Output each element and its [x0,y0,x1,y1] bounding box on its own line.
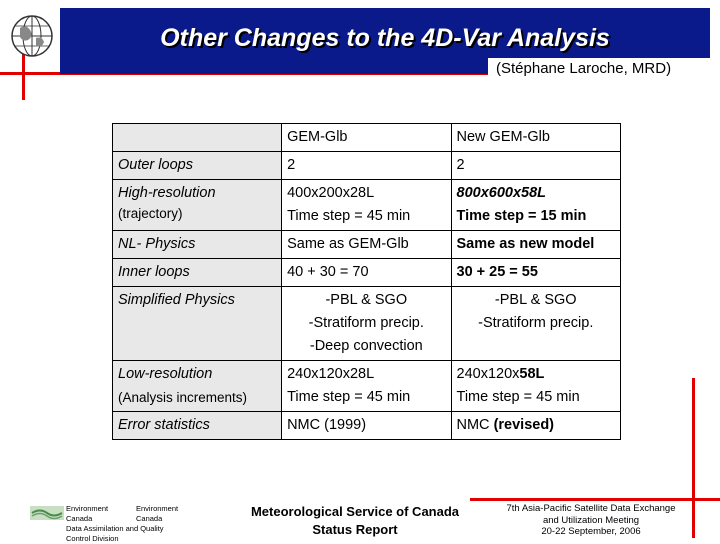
table-row: Error statistics NMC (1999) NMC (revised… [111,411,621,440]
cell-new-nl-physics: Same as new model [450,230,621,259]
table-header-row: GEM-Glb New GEM-Glb [111,123,621,152]
row-label-simplified-physics: Simplified Physics [111,286,283,361]
cell-old-outer-loops: 2 [281,151,452,180]
footer-center: Meteorological Service of Canada Status … [250,504,460,537]
cell-new-error-statistics: NMC (revised) [450,411,621,440]
row-label-inner-loops: Inner loops [111,258,283,287]
table-corner-cell [111,123,283,152]
comparison-table: GEM-Glb New GEM-Glb Outer loops 2 2 High… [111,123,621,440]
table-row: Outer loops 2 2 [111,151,621,180]
row-label-error-statistics: Error statistics [111,411,283,440]
red-horizontal-line-bottom [470,498,720,501]
slide-subtitle: (Stéphane Laroche, MRD) [496,60,672,77]
column-header-new-gem-glb: New GEM-Glb [450,123,621,152]
table-row: NL- Physics Same as GEM-Glb Same as new … [111,230,621,259]
cell-old-error-statistics: NMC (1999) [281,411,452,440]
cell-old-high-resolution: 400x200x28L Time step = 45 min [281,179,452,231]
table-row: Low-resolution (Analysis increments) 240… [111,360,621,412]
slide-title: Other Changes to the 4D-Var Analysis [160,24,610,52]
cell-old-simplified-physics: -PBL & SGO -Stratiform precip. -Deep con… [281,286,452,361]
cell-old-low-resolution: 240x120x28L Time step = 45 min [281,360,452,412]
table-row: Simplified Physics -PBL & SGO -Stratifor… [111,286,621,361]
cell-new-inner-loops: 30 + 25 = 55 [450,258,621,287]
cell-old-nl-physics: Same as GEM-Glb [281,230,452,259]
cell-new-high-resolution: 800x600x58L Time step = 15 min [450,179,621,231]
globe-icon [11,15,53,57]
column-header-gem-glb: GEM-Glb [281,123,452,152]
cell-old-inner-loops: 40 + 30 = 70 [281,258,452,287]
footer-right-meeting: 7th Asia-Pacific Satellite Data Exchange… [506,503,676,537]
cell-new-outer-loops: 2 [450,151,621,180]
row-label-high-resolution: High-resolution (trajectory) [111,179,283,231]
table-row: Inner loops 40 + 30 = 70 30 + 25 = 55 [111,258,621,287]
cell-new-low-resolution: 240x120x58L Time step = 45 min [450,360,621,412]
footer-left-org: Environment Environment Canada Canada Data… [66,504,179,543]
canada-flag-icon [30,506,64,520]
subtitle-box [488,58,710,82]
red-vertical-line-bottom-right [692,378,695,538]
row-label-nl-physics: NL- Physics [111,230,283,259]
row-label-outer-loops: Outer loops [111,151,283,180]
table-row: High-resolution (trajectory) 400x200x28L… [111,179,621,231]
cell-new-simplified-physics: -PBL & SGO -Stratiform precip. [450,286,621,361]
red-vertical-line-left [22,40,25,100]
row-label-low-resolution: Low-resolution (Analysis increments) [111,360,283,412]
